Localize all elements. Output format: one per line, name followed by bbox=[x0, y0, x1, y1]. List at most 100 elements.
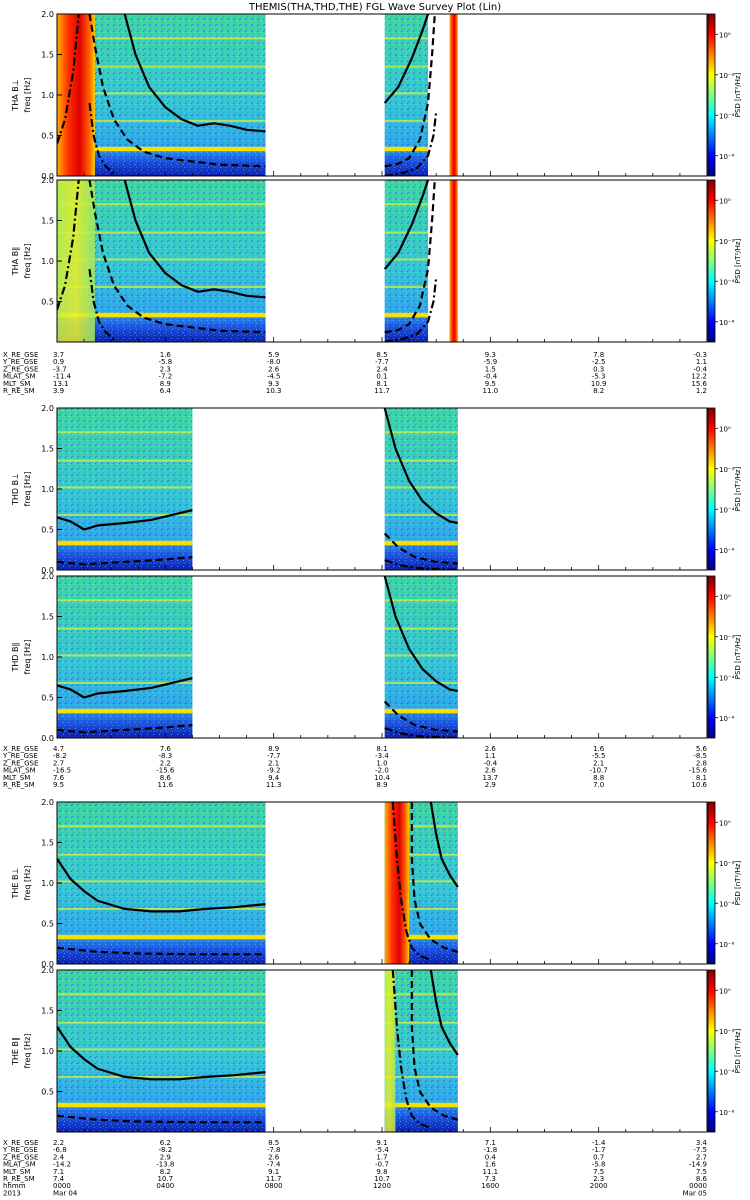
ephemeris-value: -0.7 bbox=[375, 1161, 389, 1169]
ephemeris-value: 8.1 bbox=[696, 774, 707, 782]
harmonic-line bbox=[57, 119, 266, 122]
high-power-region bbox=[449, 180, 458, 342]
ephemeris-value: -3.7 bbox=[53, 365, 67, 373]
spin-line bbox=[384, 313, 429, 318]
curve-solid bbox=[57, 509, 193, 531]
harmonic-line bbox=[384, 1075, 458, 1078]
ephemeris-value: 1.1 bbox=[485, 752, 496, 760]
plot-title: THEMIS(THA,THD,THE) FGL Wave Survey Plot… bbox=[248, 2, 501, 13]
ephemeris-value: 0000 bbox=[689, 1182, 707, 1190]
y-tick-label: 1.0 bbox=[41, 653, 54, 662]
ephemeris-value: 2.7 bbox=[696, 1153, 707, 1161]
ephemeris-value: -0.4 bbox=[483, 373, 497, 381]
ephemeris-value: 2.1 bbox=[268, 759, 279, 767]
ephemeris-value: 1.6 bbox=[593, 745, 605, 753]
y-axis-units: freq [Hz] bbox=[23, 78, 32, 113]
curve-dashdot bbox=[391, 970, 432, 1130]
harmonic-line bbox=[384, 853, 458, 856]
ephemeris-value: 8.6 bbox=[160, 774, 172, 782]
harmonic-line bbox=[57, 880, 266, 883]
ephemeris-label: Z_RE_GSE bbox=[3, 759, 38, 767]
harmonic-line bbox=[57, 1021, 266, 1024]
harmonic-line bbox=[384, 654, 458, 657]
colorbar-title: PSD [nT²/Hz] bbox=[734, 860, 742, 905]
ephemeris-value: 2.6 bbox=[485, 745, 497, 753]
y-tick-label: 2.0 bbox=[41, 966, 54, 975]
ephemeris-value: 6.2 bbox=[160, 1139, 171, 1147]
ephemeris-value: 0.3 bbox=[593, 365, 604, 373]
ephemeris-label: Z_RE_GSE bbox=[3, 365, 38, 373]
ephemeris-value: -8.0 bbox=[267, 358, 281, 366]
colorbar-title: PSD [nT²/Hz] bbox=[734, 466, 742, 511]
ephemeris-value: 10.9 bbox=[591, 380, 607, 388]
panel-thd-bperp: 0.0 0.5 1.0 1.5 2.0 THD B⊥ freq [Hz] 10⁰ 10⁻² 10⁻… bbox=[11, 404, 742, 575]
ephemeris-value: 9.4 bbox=[268, 774, 280, 782]
harmonic-line bbox=[384, 1021, 458, 1024]
ephemeris-thd: X_RE_GSEY_RE_GSEZ_RE_GSEMLAT_SMMLT_SMR_R… bbox=[2, 745, 708, 789]
colorbar-tick-label: 10⁻² bbox=[719, 1028, 735, 1036]
curve-dashed bbox=[384, 180, 436, 334]
ephemeris-value: 8.9 bbox=[268, 745, 279, 753]
spin-line bbox=[57, 147, 266, 152]
ephemeris-value: 8.1 bbox=[376, 745, 387, 753]
ephemeris-value: -15.6 bbox=[689, 767, 708, 775]
y-axis-title: THA B∥ bbox=[11, 247, 20, 276]
harmonic-line bbox=[57, 825, 266, 828]
ephemeris-value: 13.1 bbox=[53, 380, 69, 388]
ephemeris-value: -13.8 bbox=[156, 1161, 174, 1169]
colorbar-tick-label: 10⁻⁴ bbox=[719, 278, 735, 286]
ephemeris-label: hhmm bbox=[3, 1182, 26, 1190]
curve-solid bbox=[383, 576, 459, 693]
spin-line bbox=[384, 935, 458, 940]
ephemeris-value: 9.5 bbox=[53, 781, 64, 789]
ephemeris-value: 11.6 bbox=[158, 781, 174, 789]
ephemeris-value: 1.6 bbox=[485, 1161, 497, 1169]
ephemeris-value: 9.3 bbox=[268, 380, 279, 388]
y-tick-label: 0.5 bbox=[41, 920, 54, 929]
ephemeris-value: 7.4 bbox=[53, 1175, 65, 1183]
ephemeris-value: -0.4 bbox=[483, 759, 497, 767]
y-axis-title: THD B∥ bbox=[11, 642, 20, 672]
harmonic-line bbox=[57, 513, 193, 516]
spin-line bbox=[57, 1103, 266, 1108]
colorbar bbox=[707, 13, 716, 177]
ephemeris-value: 1.1 bbox=[696, 358, 707, 366]
ephemeris-value: -5.4 bbox=[375, 1146, 389, 1154]
y-tick-label: 1.0 bbox=[41, 257, 54, 266]
harmonic-line bbox=[384, 627, 458, 630]
colorbar-tick-label: 10⁻⁶ bbox=[719, 1109, 735, 1117]
curve-dashdot bbox=[57, 180, 80, 310]
colorbar-tick-label: 10⁰ bbox=[719, 425, 731, 433]
panel-thd-bpar: 0.0 0.5 1.0 1.5 2.0 THD B∥ freq [Hz] 10⁰ 10⁻² 10⁻… bbox=[11, 572, 742, 743]
ephemeris-value: 8.8 bbox=[593, 774, 604, 782]
ephemeris-value: 7.5 bbox=[696, 1168, 707, 1176]
colorbar bbox=[707, 179, 716, 343]
y-tick-label: 1.0 bbox=[41, 91, 54, 100]
ephemeris-value: 9.1 bbox=[376, 1139, 387, 1147]
harmonic-line bbox=[384, 37, 429, 40]
ephemeris-label: MLT_SM bbox=[3, 774, 30, 782]
ephemeris-value: -8.2 bbox=[158, 1146, 172, 1154]
ephemeris-value: 0400 bbox=[156, 1182, 174, 1190]
harmonic-line bbox=[57, 65, 266, 68]
ephemeris-value: 1.6 bbox=[160, 351, 172, 359]
colorbar-tick-label: 10⁰ bbox=[719, 593, 731, 601]
ephemeris-value: 9.8 bbox=[376, 1168, 387, 1176]
ephemeris-value: -3.4 bbox=[375, 752, 389, 760]
medium-power-region bbox=[57, 180, 95, 342]
ephemeris-value: 11.1 bbox=[483, 1168, 499, 1176]
y-tick-label: 1.5 bbox=[41, 217, 54, 226]
colorbar-tick-label: 10⁻⁴ bbox=[719, 1068, 735, 1076]
spin-line bbox=[384, 1103, 458, 1108]
harmonic-line bbox=[57, 599, 193, 602]
ephemeris-value: -7.8 bbox=[267, 1146, 281, 1154]
colorbar-title: PSD [nT²/Hz] bbox=[734, 238, 742, 283]
panel-the-bperp: 0.0 0.5 1.0 1.5 2.0 THE B⊥ freq [Hz] 10⁰ 10⁻² 10⁻… bbox=[11, 798, 742, 969]
ephemeris-value: 2.1 bbox=[593, 759, 604, 767]
curve-dashed bbox=[384, 14, 436, 168]
y-tick-label: 1.0 bbox=[41, 1047, 54, 1056]
ephemeris-value: 1200 bbox=[373, 1182, 391, 1190]
curve-dashdot bbox=[391, 802, 432, 962]
ephemeris-value: -8.5 bbox=[693, 752, 707, 760]
